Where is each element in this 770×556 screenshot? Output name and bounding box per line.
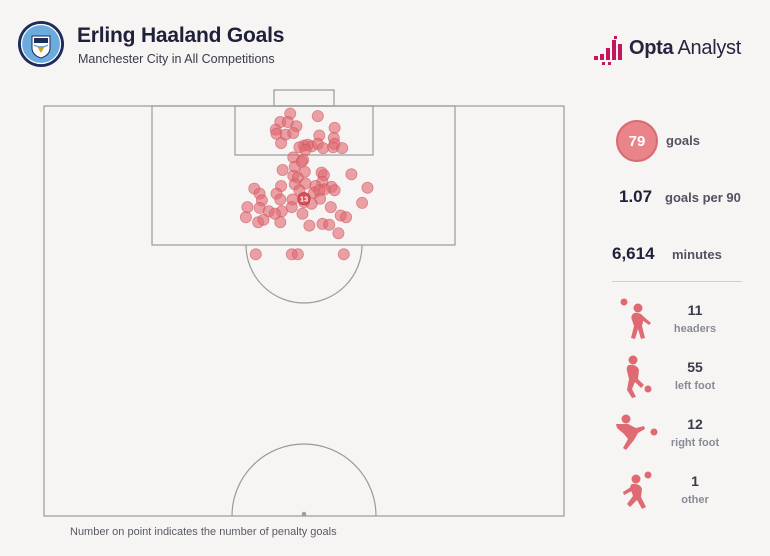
penalty-arc	[245, 244, 363, 304]
goal-point	[340, 211, 353, 224]
brand-name: Opta Analyst	[629, 37, 741, 59]
goals-total-badge: 79	[616, 120, 658, 162]
right-foot-count: 12	[687, 416, 703, 432]
goal-point	[299, 143, 312, 156]
penalty-goal-point	[297, 192, 311, 206]
opta-analyst-logo-icon	[594, 36, 622, 65]
goal-point	[287, 127, 300, 140]
left-foot-player-icon	[626, 355, 652, 398]
goal-point	[361, 181, 374, 194]
page-subtitle: Manchester City in All Competitions	[78, 52, 275, 66]
goal-point	[296, 207, 309, 220]
minutes-label: minutes	[672, 247, 722, 262]
goal-point	[328, 121, 341, 134]
goal-point	[291, 248, 304, 261]
other-player-icon	[623, 471, 652, 509]
goal-point	[249, 248, 262, 261]
centre-circle	[231, 443, 377, 517]
goal-point	[276, 163, 289, 176]
footnote: Number on point indicates the number of …	[70, 526, 337, 538]
goals-per-90-value: 1.07	[619, 187, 653, 206]
goal-point	[274, 216, 287, 229]
goal-point	[311, 110, 324, 123]
other-count: 1	[691, 473, 699, 489]
goal-point	[345, 168, 358, 181]
headers-count: 11	[687, 302, 703, 318]
page-title: Erling Haaland Goals	[77, 24, 285, 47]
goal-point	[317, 142, 330, 155]
goal-point	[324, 201, 337, 214]
goal-point	[336, 142, 349, 155]
goal-point	[275, 137, 288, 150]
right-foot-player-icon	[616, 414, 658, 450]
goals-per-90-label: goals per 90	[665, 190, 741, 205]
goal-point	[337, 248, 350, 261]
centre-spot	[301, 511, 307, 517]
goal-point	[303, 219, 316, 232]
goals-label: goals	[666, 133, 700, 148]
goal-point	[295, 155, 308, 168]
other-label: other	[681, 494, 709, 506]
goal-point	[268, 207, 281, 220]
left-foot-count: 55	[687, 359, 703, 375]
headers-label: headers	[673, 323, 717, 335]
goal-point	[241, 201, 254, 214]
goal-point	[239, 211, 252, 224]
right-foot-label: right foot	[670, 437, 720, 449]
left-foot-label: left foot	[674, 380, 716, 392]
header-player-icon	[620, 298, 651, 339]
goal-point	[285, 201, 298, 214]
goal-point	[274, 193, 287, 206]
goal-point	[356, 196, 369, 209]
stats-divider	[612, 281, 742, 282]
goal-point	[323, 218, 336, 231]
goal-point	[298, 165, 311, 178]
manchester-city-badge-icon	[18, 21, 64, 67]
goal-point	[257, 213, 270, 226]
penalty-goal-count-label: 13	[300, 194, 308, 203]
goal-point	[332, 227, 345, 240]
goal-mouth	[273, 89, 335, 107]
minutes-value: 6,614	[612, 244, 655, 263]
goal-point	[328, 184, 341, 197]
